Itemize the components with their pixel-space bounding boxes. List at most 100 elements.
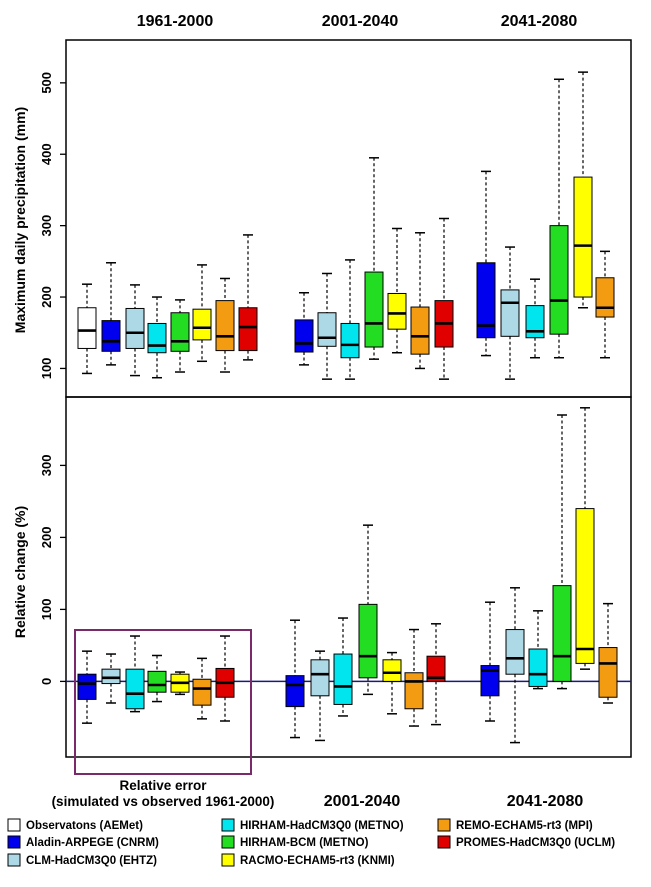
- legend-label: Observatons (AEMet): [26, 820, 143, 832]
- box-plot: [358, 524, 378, 696]
- period-title-1961-2000: 1961-2000: [137, 13, 214, 30]
- box-iqr: [147, 322, 167, 354]
- box-plot: [595, 250, 615, 359]
- legend-label: HIRHAM-HadCM3Q0 (METNO): [240, 820, 404, 832]
- box-iqr: [500, 289, 520, 337]
- box-plot: [387, 227, 407, 354]
- box-iqr: [125, 307, 145, 349]
- box-iqr: [125, 668, 145, 710]
- axis-ticks: 100 200 300 400 500 0 100 200 300: [39, 72, 66, 685]
- box-iqr: [294, 319, 314, 353]
- box-plot: [147, 654, 167, 703]
- box-plot: [505, 587, 525, 744]
- legend-item: CLM-HadCM3Q0 (EHTZ): [7, 853, 157, 867]
- box-plot: [340, 259, 360, 380]
- legend-label: CLM-HadCM3Q0 (EHTZ): [26, 855, 157, 867]
- box-iqr: [528, 648, 548, 687]
- legend-item: HIRHAM-HadCM3Q0 (METNO): [221, 818, 404, 832]
- bottom-period-label-2041-2080: 2041-2080: [507, 793, 584, 810]
- box-iqr: [595, 277, 615, 318]
- box-plot: [575, 407, 595, 670]
- bottom-y-axis-title: Relative change (%): [12, 506, 28, 638]
- box-plot: [573, 71, 593, 309]
- box-plot: [317, 272, 337, 380]
- box-plot: [528, 610, 548, 690]
- box-plot: [480, 601, 500, 722]
- box-iqr: [598, 647, 618, 698]
- box-plot: [238, 234, 258, 361]
- relative-error-inset-box: [74, 629, 252, 775]
- box-iqr: [170, 312, 190, 352]
- legend-item: Observatons (AEMet): [7, 818, 143, 832]
- box-plot: [500, 246, 520, 380]
- bottom-panel-frame: [65, 396, 632, 758]
- box-iqr: [552, 585, 572, 682]
- legend-item: RACMO-ECHAM5-rt3 (KNMI): [221, 853, 395, 867]
- box-iqr: [215, 300, 235, 352]
- box-plot: [192, 264, 212, 363]
- box-iqr: [476, 262, 496, 339]
- box-iqr: [575, 508, 595, 664]
- box-plot: [549, 78, 569, 359]
- box-plot: [125, 635, 145, 713]
- box-iqr: [101, 320, 121, 352]
- y-tick-label: 200: [39, 286, 54, 308]
- bottom-period-label-2001-2040: 2001-2040: [324, 793, 401, 810]
- period-title-2001-2040: 2001-2040: [322, 13, 399, 30]
- y-tick-label: 0: [39, 678, 54, 685]
- legend-label: Aladin-ARPEGE (CNRM): [26, 837, 159, 849]
- legend-label: PROMES-HadCM3Q0 (UCLM): [456, 837, 615, 849]
- legend-swatch: [7, 835, 21, 849]
- legend-item: HIRHAM-BCM (METNO): [221, 835, 369, 849]
- y-tick-label: 100: [39, 599, 54, 621]
- inset-label-line1: Relative error: [119, 778, 207, 793]
- box-iqr: [317, 312, 337, 347]
- legend: Observatons (AEMet) Aladin-ARPEGE (CNRM) C…: [7, 818, 615, 867]
- box-plot: [552, 414, 572, 690]
- box-iqr: [358, 603, 378, 679]
- y-tick-label: 500: [39, 72, 54, 94]
- legend-swatch: [221, 835, 235, 849]
- box-plot: [215, 277, 235, 373]
- legend-label: RACMO-ECHAM5-rt3 (KNMI): [240, 855, 395, 867]
- box-iqr: [364, 271, 384, 348]
- legend-item: Aladin-ARPEGE (CNRM): [7, 835, 159, 849]
- box-iqr: [147, 670, 167, 693]
- box-iqr: [101, 668, 121, 685]
- box-plot: [426, 623, 446, 726]
- box-series: [77, 71, 618, 744]
- legend-swatch: [437, 818, 451, 832]
- legend-item: REMO-ECHAM5-rt3 (MPI): [437, 818, 593, 832]
- legend-swatch: [221, 818, 235, 832]
- legend-label: HIRHAM-BCM (METNO): [240, 837, 369, 849]
- legend-swatch: [437, 835, 451, 849]
- period-title-2041-2080: 2041-2080: [501, 13, 578, 30]
- box-iqr: [238, 307, 258, 352]
- box-plot: [215, 635, 235, 722]
- box-iqr: [505, 629, 525, 675]
- box-iqr: [77, 307, 97, 349]
- box-plot: [476, 170, 496, 357]
- box-iqr: [573, 176, 593, 298]
- box-plot: [101, 262, 121, 366]
- legend-item: PROMES-HadCM3Q0 (UCLM): [437, 835, 615, 849]
- box-plot: [434, 217, 454, 380]
- y-tick-label: 100: [39, 358, 54, 380]
- box-iqr: [192, 678, 212, 706]
- box-iqr: [525, 305, 545, 339]
- inset-label-line2: (simulated vs observed 1961-2000): [52, 794, 275, 809]
- box-plot: [192, 657, 212, 720]
- box-plot: [364, 157, 384, 360]
- box-iqr: [387, 292, 407, 330]
- box-plot: [125, 284, 145, 377]
- box-iqr: [549, 225, 569, 335]
- box-plot: [77, 283, 97, 375]
- box-iqr: [404, 672, 424, 710]
- box-iqr: [340, 322, 360, 359]
- legend-swatch: [221, 853, 235, 867]
- box-plot: [170, 299, 190, 373]
- box-iqr: [382, 659, 402, 682]
- box-plot: [410, 232, 430, 370]
- box-plot: [525, 278, 545, 359]
- box-iqr: [480, 665, 500, 697]
